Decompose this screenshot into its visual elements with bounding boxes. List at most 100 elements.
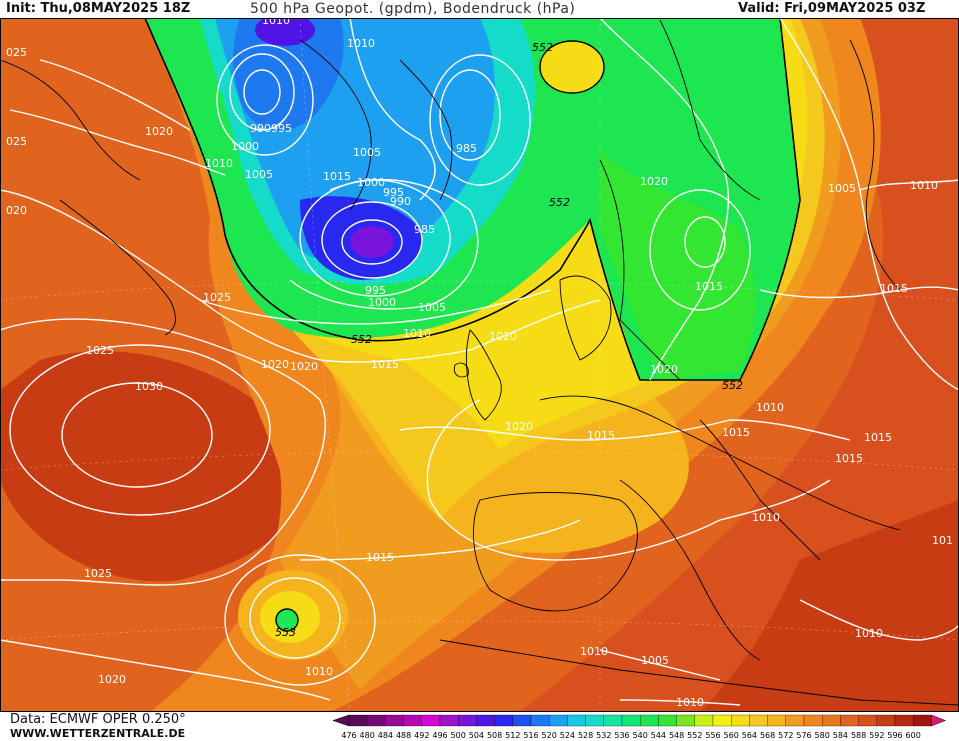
pressure-label: 1010 xyxy=(910,179,938,192)
data-source: Data: ECMWF OPER 0.250° xyxy=(10,712,186,727)
pressure-label: 1010 xyxy=(347,37,375,50)
geopot-label: 552 xyxy=(351,333,372,346)
pressure-label: 1015 xyxy=(371,358,399,371)
pressure-label: 1005 xyxy=(828,182,856,195)
pressure-label: 1020 xyxy=(640,175,668,188)
field-violet-north xyxy=(255,18,315,46)
pressure-label: 1015 xyxy=(695,280,723,293)
pressure-label: 1020 xyxy=(505,420,533,433)
field-sw-low-green xyxy=(276,609,298,631)
header-bar: Init: Thu,08MAY2025 18Z 500 hPa Geopot. … xyxy=(0,0,959,18)
pressure-label: 101 xyxy=(932,534,953,547)
legend-value: 560 xyxy=(724,731,739,740)
geopot-label: 553 xyxy=(275,626,296,639)
pressure-labels: 1010 025 1020 025 1010 990995 1000 1005 … xyxy=(6,18,953,709)
field-red-east xyxy=(520,18,959,712)
legend-value: 480 xyxy=(360,731,375,740)
geopot-labels: 552 552 552 552 553 xyxy=(275,41,743,639)
legend-swatch xyxy=(803,714,823,727)
pressure-label: 1015 xyxy=(880,282,908,295)
pressure-label: 1010 xyxy=(262,18,290,27)
pressure-label: 995 xyxy=(383,186,404,199)
pressure-label: 1015 xyxy=(864,431,892,444)
pressure-label: 1005 xyxy=(245,168,273,181)
coastlines xyxy=(0,19,959,706)
pressure-label: 1020 xyxy=(261,358,289,371)
legend-value: 584 xyxy=(833,731,848,740)
legend-value: 500 xyxy=(451,731,466,740)
pressure-label: 1005 xyxy=(353,146,381,159)
pressure-label: 985 xyxy=(414,223,435,236)
pressure-label: 990 xyxy=(390,195,411,208)
legend-value: 528 xyxy=(578,731,593,740)
legend-swatch xyxy=(421,714,441,727)
legend-swatch xyxy=(840,714,859,727)
legend-swatch xyxy=(458,714,477,727)
legend-value: 476 xyxy=(341,731,356,740)
legend-value: 488 xyxy=(396,731,411,740)
legend-swatch xyxy=(676,714,695,727)
legend-value: 520 xyxy=(542,731,557,740)
field-blue-northwest xyxy=(233,18,344,131)
pressure-label: 1015 xyxy=(722,426,750,439)
pressure-label: 1025 xyxy=(203,291,231,304)
pressure-label: 990995 xyxy=(250,122,292,135)
pressure-label: 1005 xyxy=(641,654,669,667)
legend-swatch xyxy=(530,714,550,727)
isobars xyxy=(0,18,959,706)
legend-swatch xyxy=(767,714,786,727)
pressure-label: 1015 xyxy=(587,429,615,442)
valid-time: Valid: Fri,09MAY2025 03Z xyxy=(738,1,926,16)
legend-value: 512 xyxy=(505,731,520,740)
field-yellow-high-north xyxy=(540,41,604,93)
legend-swatch xyxy=(712,714,732,727)
pressure-label: 1010 xyxy=(205,157,233,170)
contour-552-sw-low xyxy=(275,608,299,632)
field-deep-red-se xyxy=(700,500,959,712)
legend-swatch xyxy=(476,714,495,727)
legend-value: 484 xyxy=(378,731,393,740)
legend-swatch xyxy=(567,714,586,727)
legend-value: 556 xyxy=(705,731,720,740)
pressure-label: 1005 xyxy=(418,301,446,314)
pressure-label: 1020 xyxy=(98,673,126,686)
field-red-high xyxy=(0,351,304,582)
pressure-label: 1000 xyxy=(368,296,396,309)
legend-swatch xyxy=(640,714,659,727)
map-title: 500 hPa Geopot. (gpdm), Bodendruck (hPa) xyxy=(250,1,576,17)
legend-value: 540 xyxy=(633,731,648,740)
pressure-label: 1000 xyxy=(231,140,259,153)
legend-value: 580 xyxy=(815,731,830,740)
legend-swatch xyxy=(731,714,750,727)
legend-swatch xyxy=(603,714,623,727)
legend-value: 508 xyxy=(487,731,502,740)
legend-value: 504 xyxy=(469,731,484,740)
legend-arrow-left xyxy=(333,714,350,727)
legend-value: 564 xyxy=(742,731,757,740)
legend-value: 596 xyxy=(887,731,902,740)
field-green-scandinavia xyxy=(600,150,755,380)
legend-value: 492 xyxy=(414,731,429,740)
legend-value: 592 xyxy=(869,731,884,740)
pressure-label: 025 xyxy=(6,46,27,59)
init-time: Init: Thu,08MAY2025 18Z xyxy=(6,1,191,16)
pressure-label: 1010 xyxy=(752,511,780,524)
legend-swatch xyxy=(822,714,841,727)
legend-swatch xyxy=(694,714,714,727)
site-url: WWW.WETTERZENTRALE.DE xyxy=(10,727,186,740)
pressure-label: 1010 xyxy=(580,645,608,658)
pressure-label: 1010 xyxy=(305,665,333,678)
legend-value: 588 xyxy=(851,731,866,740)
legend-swatch xyxy=(585,714,604,727)
legend-value: 548 xyxy=(669,731,684,740)
pressure-label: 1010 xyxy=(855,627,883,640)
legend-swatch xyxy=(894,714,914,727)
geopot-label: 552 xyxy=(722,379,743,392)
pressure-label: 1020 xyxy=(650,363,678,376)
legend-swatch xyxy=(658,714,677,727)
geopot-label: 552 xyxy=(532,41,553,54)
legend-swatch xyxy=(621,714,641,727)
pressure-label: 1015 xyxy=(323,170,351,183)
legend-swatch xyxy=(749,714,768,727)
pressure-label: 1025 xyxy=(84,567,112,580)
